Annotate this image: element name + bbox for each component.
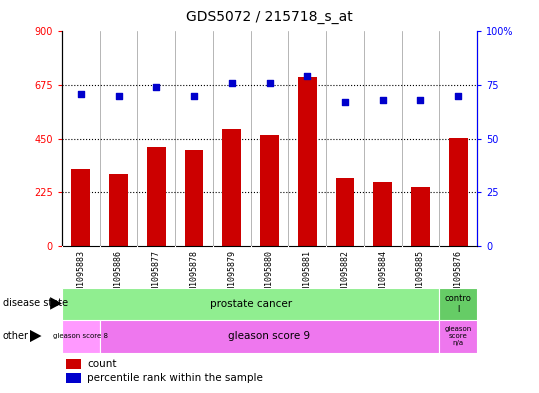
Bar <box>439 320 477 353</box>
Text: GSM1095878: GSM1095878 <box>190 250 198 300</box>
Text: GDS5072 / 215718_s_at: GDS5072 / 215718_s_at <box>186 10 353 24</box>
Point <box>152 84 161 90</box>
Text: GSM1095886: GSM1095886 <box>114 250 123 300</box>
Bar <box>411 187 430 246</box>
Polygon shape <box>50 297 62 310</box>
Bar <box>448 138 467 246</box>
Bar <box>184 151 204 246</box>
Text: GSM1095879: GSM1095879 <box>227 250 236 300</box>
Point <box>341 99 349 105</box>
Bar <box>298 77 317 246</box>
Bar <box>260 135 279 246</box>
Text: GSM1095881: GSM1095881 <box>303 250 312 300</box>
Point <box>265 80 274 86</box>
Text: GSM1095880: GSM1095880 <box>265 250 274 300</box>
Point <box>454 92 462 99</box>
Bar <box>439 288 477 320</box>
Bar <box>222 129 241 246</box>
Point <box>378 97 387 103</box>
Point <box>416 97 425 103</box>
Text: GSM1095877: GSM1095877 <box>152 250 161 300</box>
Bar <box>147 147 166 246</box>
Polygon shape <box>30 330 42 342</box>
Text: prostate cancer: prostate cancer <box>210 299 292 309</box>
Point <box>190 92 198 99</box>
Bar <box>62 320 100 353</box>
Bar <box>66 373 81 383</box>
Text: GSM1095883: GSM1095883 <box>77 250 85 300</box>
Text: disease state: disease state <box>3 298 68 309</box>
Text: gleason score 9: gleason score 9 <box>229 331 310 342</box>
Bar <box>66 359 81 369</box>
Bar <box>109 174 128 246</box>
Text: percentile rank within the sample: percentile rank within the sample <box>87 373 262 383</box>
Bar <box>373 182 392 246</box>
Point <box>77 90 85 97</box>
Text: contro
l: contro l <box>445 294 472 314</box>
Bar <box>71 169 90 246</box>
Text: GSM1095882: GSM1095882 <box>341 250 349 300</box>
Text: gleason score 8: gleason score 8 <box>53 333 108 340</box>
Text: count: count <box>87 359 116 369</box>
Bar <box>335 178 355 246</box>
Text: GSM1095885: GSM1095885 <box>416 250 425 300</box>
Text: gleason
score
n/a: gleason score n/a <box>445 327 472 346</box>
Point <box>114 92 123 99</box>
Text: GSM1095876: GSM1095876 <box>454 250 462 300</box>
Point <box>227 80 236 86</box>
Bar <box>100 320 439 353</box>
Point <box>303 73 312 79</box>
Text: GSM1095884: GSM1095884 <box>378 250 387 300</box>
Text: other: other <box>3 331 29 341</box>
